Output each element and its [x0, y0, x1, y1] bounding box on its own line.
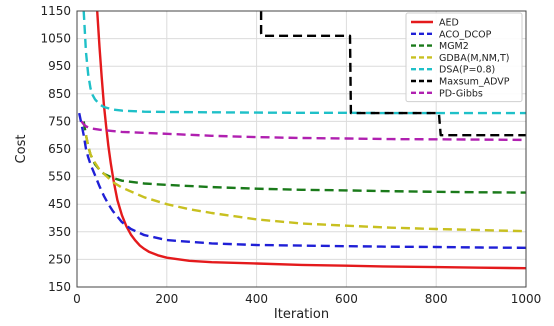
legend-label: GDBA(M,NM,T) [439, 53, 509, 64]
y-axis-title: Cost [14, 135, 29, 164]
y-tick-label: 450 [48, 197, 71, 211]
y-tick-label: 150 [48, 280, 71, 294]
legend-label: MGM2 [439, 41, 469, 52]
y-tick-label: 650 [48, 142, 71, 156]
series-line-aco-dcop [78, 112, 526, 249]
x-tick-label: 600 [335, 292, 358, 306]
y-tick-label: 250 [48, 252, 71, 266]
legend-label: ACO_DCOP [439, 29, 492, 40]
x-tick-label: 1000 [511, 292, 542, 306]
legend-label: AED [439, 18, 459, 29]
y-tick-label: 850 [48, 87, 71, 101]
plot-frame [76, 10, 527, 288]
legend-label: Maxsum_ADVP [439, 77, 510, 88]
x-tick-label: 800 [425, 292, 448, 306]
x-tick-label: 0 [73, 292, 81, 306]
series-layer [78, 11, 526, 270]
x-axis-title: Iteration [274, 307, 329, 322]
x-tick-label: 400 [245, 292, 268, 306]
x-axis-ticks: 0 200 400 600 800 1000 [73, 292, 541, 306]
y-tick-label: 350 [48, 225, 71, 239]
y-tick-label: 750 [48, 114, 71, 128]
y-tick-label: 550 [48, 170, 71, 184]
series-line-aed [96, 11, 526, 270]
y-tick-label: 1150 [40, 4, 71, 18]
legend-box [405, 12, 523, 103]
series-line-gdba-m-nm-t [84, 134, 526, 233]
y-tick-label: 1050 [40, 32, 71, 46]
legend-label: DSA(P=0.8) [439, 65, 495, 76]
y-axis-ticks: 150 250 350 450 550 650 750 850 950 1050 1150 [40, 4, 71, 294]
y-tick-label: 950 [48, 59, 71, 73]
series-line-dsa-p-0-8 [82, 11, 526, 115]
x-tick-label: 200 [155, 292, 178, 306]
legend: AEDACO_DCOPMGM2GDBA(M,NM,T)DSA(P=0.8)Max… [405, 12, 523, 103]
legend-label: PD-Gibbs [439, 88, 483, 99]
